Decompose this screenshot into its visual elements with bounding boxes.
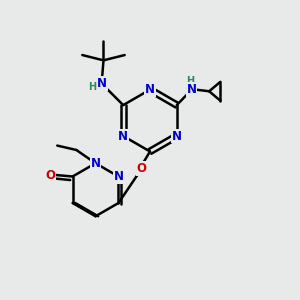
Text: N: N: [172, 130, 182, 142]
Text: H: H: [88, 82, 97, 92]
Text: N: N: [97, 77, 107, 90]
Text: N: N: [118, 130, 128, 142]
Text: N: N: [145, 83, 155, 96]
Text: N: N: [91, 157, 100, 170]
Text: H: H: [186, 76, 194, 86]
Text: N: N: [187, 83, 196, 96]
Text: O: O: [46, 169, 56, 182]
Text: N: N: [113, 170, 124, 183]
Text: O: O: [137, 162, 147, 175]
